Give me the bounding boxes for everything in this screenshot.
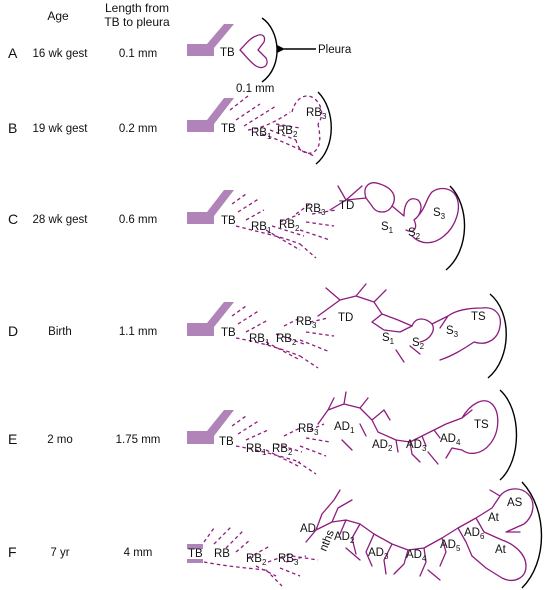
stage-a-tb-label: TB	[220, 47, 235, 59]
stage-b-rb3: RB3	[306, 107, 327, 121]
row-f-length: 4 mm	[124, 547, 153, 559]
stage-c-saccules	[329, 182, 459, 244]
stage-b-trunk	[187, 98, 234, 132]
row-e-length: 1.75 mm	[116, 434, 161, 446]
stage-e-rb1: RB1	[246, 443, 267, 457]
stage-e-ducts	[317, 391, 499, 465]
stage-e-ad4: AD4	[440, 433, 461, 447]
stage-c-diagram: TB RB1 RB2 RB3 TD S1 S2 S3	[187, 182, 466, 271]
stage-c-s3: S3	[433, 207, 446, 221]
stage-c-s1: S1	[381, 221, 394, 235]
header-length-line1: Length from	[105, 1, 169, 15]
row-f-letter: F	[8, 544, 17, 560]
stage-d-s1: S1	[382, 332, 395, 346]
stage-c-s2: S2	[408, 227, 421, 241]
stage-f-trunk-lower	[187, 559, 203, 563]
row-d-length: 1.1 mm	[119, 326, 157, 338]
stage-b-rb1: RB1	[251, 127, 272, 141]
row-a-letter: A	[8, 45, 18, 61]
stage-f-pleura	[521, 481, 543, 589]
stage-c-rb3: RB3	[305, 203, 326, 217]
stage-f-at-lower: At	[495, 544, 507, 556]
row-f-age: 7 yr	[50, 547, 69, 559]
row-a-length: 0.1 mm	[119, 48, 157, 60]
row-b-age: 19 wk gest	[33, 123, 89, 135]
stage-c-rb2: RB2	[279, 219, 300, 233]
stage-e-trunk	[187, 410, 234, 444]
stage-b-branches	[229, 95, 323, 157]
pleura-label: Pleura	[318, 44, 352, 56]
header-length-line2: TB to pleura	[104, 15, 170, 29]
stage-a-bud	[239, 34, 268, 69]
stage-f-as: AS	[507, 497, 523, 509]
stage-f-rb3: RB3	[278, 553, 299, 567]
stage-a-diagram: TB Pleura 0.1 mm	[187, 17, 352, 95]
stage-f-diagram: TB RB RB2 RB3 AD nths AD2 AD3 AD4 AD5 AD…	[187, 481, 543, 589]
stage-d-rb2: RB2	[276, 333, 297, 347]
stage-e-dashed	[231, 415, 331, 475]
stage-f-rb2: RB2	[246, 553, 267, 567]
stage-b-rb2: RB2	[277, 125, 298, 139]
row-e-letter: E	[8, 431, 17, 447]
stage-d-s3: S3	[446, 325, 459, 339]
stage-f-ad3: AD3	[368, 547, 389, 561]
stage-f-ad4: AD4	[406, 549, 427, 563]
stage-c-td: TD	[339, 200, 354, 212]
stage-d-diagram: TB RB1 RB2 RB3 TD S1 S2 S3 TS	[187, 283, 507, 379]
row-b-length: 0.2 mm	[119, 123, 157, 135]
stage-e-ad2: AD2	[372, 439, 393, 453]
stage-e-pleura	[499, 389, 518, 481]
stage-e-ad3: AD3	[406, 439, 427, 453]
stage-e-tb-label: TB	[219, 436, 234, 448]
row-e-age: 2 mo	[47, 434, 73, 446]
stage-d-trunk	[187, 302, 234, 336]
row-a-age: 16 wk gest	[33, 48, 89, 60]
stage-d-tb-label: TB	[221, 327, 236, 339]
stage-c-tb-label: TB	[221, 215, 236, 227]
stage-c-trunk	[187, 190, 234, 224]
stage-f-ad5: AD5	[440, 539, 461, 553]
stage-d-td: TD	[338, 312, 353, 324]
stage-d-rb1: RB1	[249, 333, 270, 347]
stage-f-ad6: AD6	[464, 527, 485, 541]
stage-a-trunk	[187, 24, 234, 56]
stage-b-tb-label: TB	[221, 123, 236, 135]
stage-a-pleura	[261, 17, 278, 83]
stage-e-diagram: TB RB1 RB2 RB3 AD1 AD2 AD3 AD4 TS	[187, 389, 518, 481]
stage-f-at-upper: At	[488, 512, 500, 524]
stage-f-ducts	[305, 488, 534, 581]
stage-d-dashed	[231, 305, 335, 369]
stage-d-s2: S2	[412, 337, 425, 351]
row-c-age: 28 wk gest	[33, 214, 89, 226]
stage-c-dashed	[231, 193, 337, 259]
stage-c-pleura	[445, 185, 466, 271]
stage-d-pleura	[487, 293, 507, 379]
stage-d-rb3: RB3	[296, 316, 317, 330]
stage-e-ts: TS	[474, 419, 489, 431]
stage-f-dashed	[203, 525, 319, 587]
stage-d-ts: TS	[471, 311, 486, 323]
stage-b-pleura	[315, 91, 332, 165]
stage-e-rb3: RB3	[298, 423, 319, 437]
stage-c-rb1: RB1	[251, 221, 272, 235]
stage-d-saccules	[317, 283, 502, 363]
stage-b-diagram: TB RB1 RB2 RB3	[187, 91, 332, 165]
row-d-letter: D	[8, 323, 18, 339]
stage-f-tb-label: TB	[188, 548, 203, 560]
scale-label: 0.1 mm	[236, 83, 274, 95]
header-age: Age	[47, 9, 69, 23]
stage-f-rb: RB	[214, 548, 230, 560]
row-c-letter: C	[8, 211, 18, 227]
row-d-age: Birth	[48, 326, 72, 338]
row-c-length: 0.6 mm	[119, 214, 157, 226]
stage-f-ad2: AD2	[334, 531, 355, 545]
stage-f-trunk	[187, 544, 203, 549]
stage-e-ad1: AD1	[334, 421, 355, 435]
row-b-letter: B	[8, 120, 17, 136]
stage-e-rb2: RB2	[272, 443, 293, 457]
stage-f-ad: AD	[300, 523, 316, 535]
